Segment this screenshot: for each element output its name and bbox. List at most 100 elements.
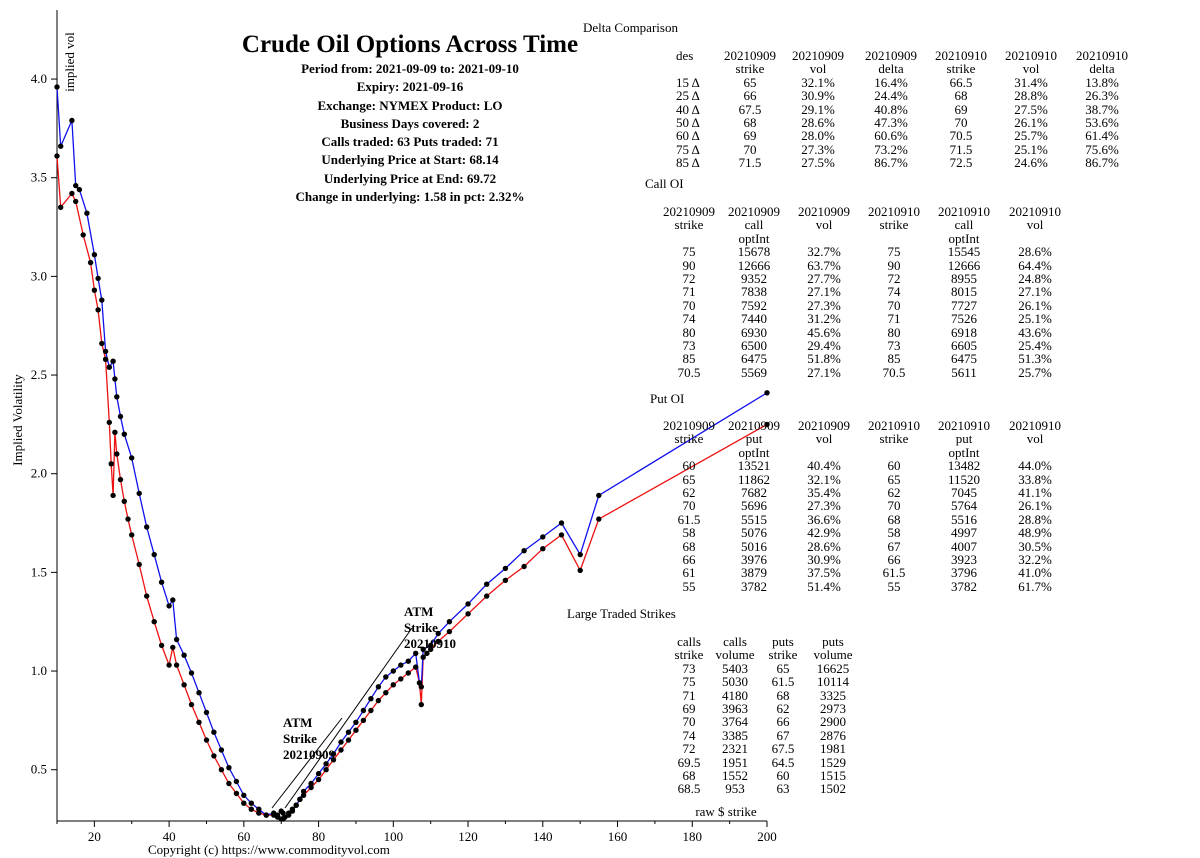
table-cell: 27.1%: [807, 364, 841, 380]
data-point: [271, 810, 277, 816]
table-cell: calls: [723, 634, 747, 649]
data-point: [125, 516, 131, 522]
table-cell: 71.5: [949, 141, 973, 157]
table-cell: 3796: [951, 565, 977, 581]
table-cell: 85: [887, 351, 901, 367]
table-cell: 75 Δ: [676, 141, 700, 157]
table-cell: vol: [815, 217, 833, 233]
data-point: [286, 812, 292, 818]
data-point: [117, 413, 124, 420]
data-point: [151, 551, 157, 558]
table-cell: 20210909: [663, 418, 715, 433]
table-cell: 75.6%: [1085, 141, 1119, 157]
table-cell: 25.1%: [1014, 141, 1048, 157]
data-point: [58, 204, 64, 210]
table-cell: 61.5: [882, 565, 906, 581]
table-cell: 20210910: [938, 418, 990, 433]
series-points-20210910: [54, 84, 770, 822]
table-cell: optInt: [738, 444, 770, 460]
data-point: [390, 682, 396, 688]
table-cell: 30.9%: [807, 552, 841, 568]
table-cell: 27.3%: [807, 498, 841, 514]
x-tick-label: 80: [312, 829, 325, 844]
table-cell: 13521: [737, 458, 771, 474]
table-cell: 25.4%: [1018, 338, 1052, 354]
call-oi-table: 20210909 20210909 20210909 20210910 20210910…: [659, 204, 1071, 380]
table-cell: 20210910: [1009, 204, 1061, 219]
table-cell: 71: [682, 687, 696, 703]
data-point: [375, 684, 382, 690]
table-cell: 66: [776, 714, 790, 730]
x-tick-label: 140: [533, 829, 553, 844]
table-cell: 5696: [741, 498, 767, 514]
table-cell: strike: [768, 647, 798, 663]
data-point: [338, 739, 344, 745]
table-cell: 24.8%: [1018, 271, 1052, 287]
data-point: [353, 727, 359, 733]
table-row: 85 Δ 71.5 27.5% 86.7% 72.5 24.6% 86.7%: [676, 156, 1138, 170]
table-cell: 7440: [741, 311, 767, 327]
data-point: [170, 597, 176, 603]
atm-pointer-line: [271, 717, 343, 809]
table-cell: 27.5%: [1014, 101, 1048, 117]
table-cell: [859, 446, 929, 459]
table-cell: 20210909: [798, 204, 850, 219]
data-point: [106, 419, 113, 426]
table-row: 71 7838 27.1% 74 8015 27.1%: [659, 284, 1071, 300]
table-cell: 68: [682, 768, 696, 784]
table-cell: 5403: [722, 660, 748, 676]
table-cell: 5515: [741, 511, 767, 527]
table-cell: 70: [682, 297, 696, 313]
y-axis-top-label: implied vol: [62, 32, 77, 92]
table-cell: 5016: [741, 538, 767, 554]
table-cell: [859, 232, 929, 245]
table-cell: 4180: [722, 687, 748, 703]
table-cell: 62: [887, 485, 901, 501]
table-row: 75 Δ 70 27.3% 73.2% 71.5 25.1% 75.6%: [676, 141, 1138, 157]
table-cell: 90: [682, 257, 696, 273]
y-tick-label: 0.5: [31, 762, 47, 777]
atm-annotation-text: Strike: [404, 620, 438, 635]
data-point: [196, 690, 202, 696]
table-row: 70 7592 27.3% 70 7727 26.1%: [659, 297, 1071, 313]
atm-annotation-text: Strike: [283, 731, 317, 746]
data-point: [69, 190, 75, 197]
table-cell: 29.1%: [801, 101, 835, 117]
table-cell: 11862: [737, 471, 771, 487]
table-cell: 20210910: [868, 204, 920, 219]
data-point: [300, 788, 307, 795]
x-tick-label: 100: [384, 829, 404, 844]
data-point: [112, 376, 118, 382]
table-cell: 70.5: [949, 128, 973, 144]
data-point: [248, 800, 254, 806]
table-row: 72 9352 27.7% 72 8955 24.8%: [659, 271, 1071, 287]
data-point: [297, 796, 303, 802]
y-axis-label: Implied Volatility: [10, 374, 25, 466]
table-header-row: strike call vol strike call vol: [659, 217, 1071, 233]
table-cell: 7838: [741, 284, 767, 300]
data-point: [577, 567, 583, 574]
table-cell: 74: [887, 284, 901, 300]
table-cell: 41.0%: [1018, 565, 1052, 581]
table-cell: 6500: [741, 338, 767, 354]
data-point: [502, 577, 509, 583]
data-point: [106, 364, 113, 370]
data-point: [108, 461, 114, 467]
data-point: [446, 619, 453, 625]
table-cell: puts: [772, 634, 794, 649]
table-cell: 24.4%: [874, 88, 908, 104]
table-cell: 3325: [820, 687, 846, 703]
data-point: [73, 198, 79, 205]
data-point: [114, 451, 120, 457]
atm-annotation-text: ATM: [404, 604, 433, 619]
table-cell: 70.5: [677, 364, 701, 380]
table-cell: 26.1%: [1014, 115, 1048, 131]
table-cell: des: [676, 48, 694, 63]
table-cell: 65: [743, 74, 757, 90]
put-oi-title: Put OI: [650, 391, 685, 406]
table-cell: vol: [1026, 431, 1044, 447]
table-cell: 63: [776, 781, 790, 797]
data-point: [54, 84, 60, 90]
table-row: 68.5 953 63 1502: [669, 781, 861, 797]
table-cell: 68: [682, 538, 696, 554]
